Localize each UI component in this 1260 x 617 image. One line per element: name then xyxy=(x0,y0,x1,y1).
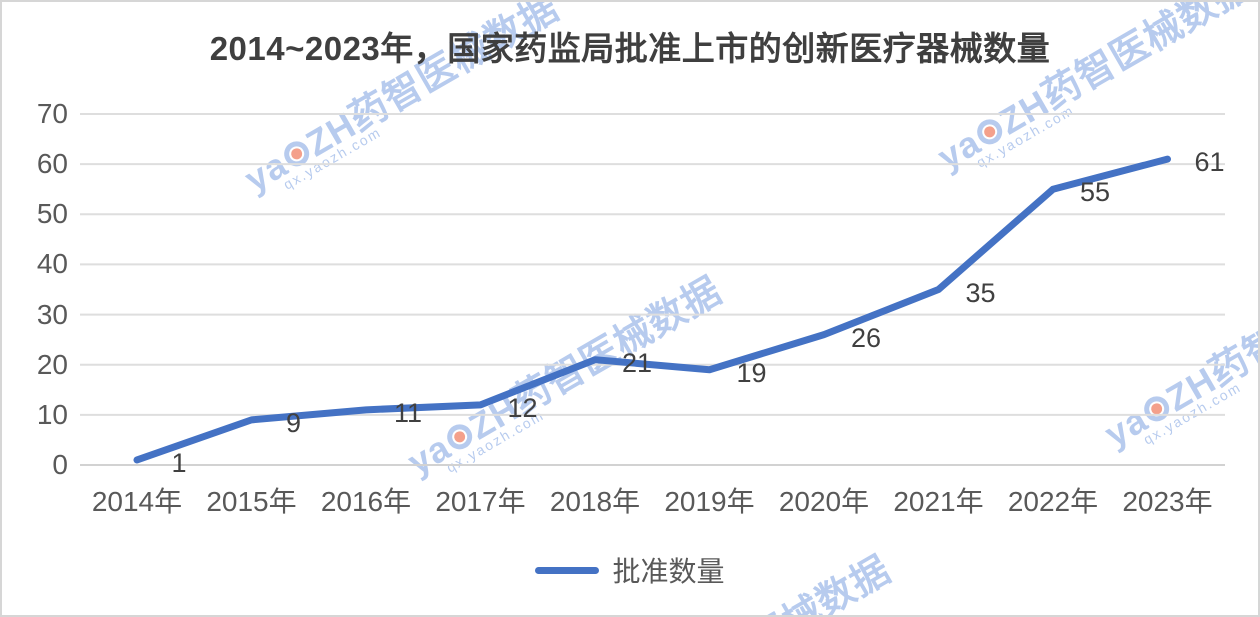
chart-title: 2014~2023年，国家药监局批准上市的创新医疗器械数量 xyxy=(209,30,1051,67)
x-tick-label: 2015年 xyxy=(206,486,297,517)
data-point-label: 35 xyxy=(965,277,996,308)
y-tick-label: 30 xyxy=(36,298,68,330)
data-point-label: 26 xyxy=(850,322,882,353)
x-tick-label: 2022年 xyxy=(1007,486,1099,517)
legend: 批准数量 xyxy=(2,550,1258,590)
data-point-label: 1 xyxy=(171,447,187,478)
data-point-label: 21 xyxy=(621,347,653,378)
x-tick-label: 2016年 xyxy=(320,486,412,517)
y-tick-label: 70 xyxy=(36,98,68,129)
y-tick-label: 20 xyxy=(36,348,68,380)
y-tick-label: 40 xyxy=(36,248,68,280)
y-tick-label: 50 xyxy=(36,198,68,230)
legend-line-swatch xyxy=(535,566,600,574)
x-tick-label: 2019年 xyxy=(664,486,755,517)
data-point-label: 12 xyxy=(507,392,538,423)
legend-label: 批准数量 xyxy=(612,556,725,587)
y-tick-label: 10 xyxy=(36,398,68,430)
data-point-label: 9 xyxy=(285,407,302,438)
data-point-label: 55 xyxy=(1079,177,1111,208)
data-point-label: 61 xyxy=(1194,147,1225,178)
data-point-label: 19 xyxy=(736,357,767,388)
x-tick-label: 2023年 xyxy=(1122,486,1213,517)
x-tick-label: 2020年 xyxy=(778,486,870,517)
y-tick-label: 60 xyxy=(36,148,68,180)
x-tick-label: 2014年 xyxy=(91,486,183,517)
x-tick-label: 2017年 xyxy=(435,486,526,517)
data-point-label: 11 xyxy=(393,397,423,428)
x-tick-label: 2018年 xyxy=(549,486,641,517)
y-tick-label: 0 xyxy=(52,449,68,480)
x-tick-label: 2021年 xyxy=(893,486,984,517)
approval-count-line xyxy=(133,155,1171,464)
